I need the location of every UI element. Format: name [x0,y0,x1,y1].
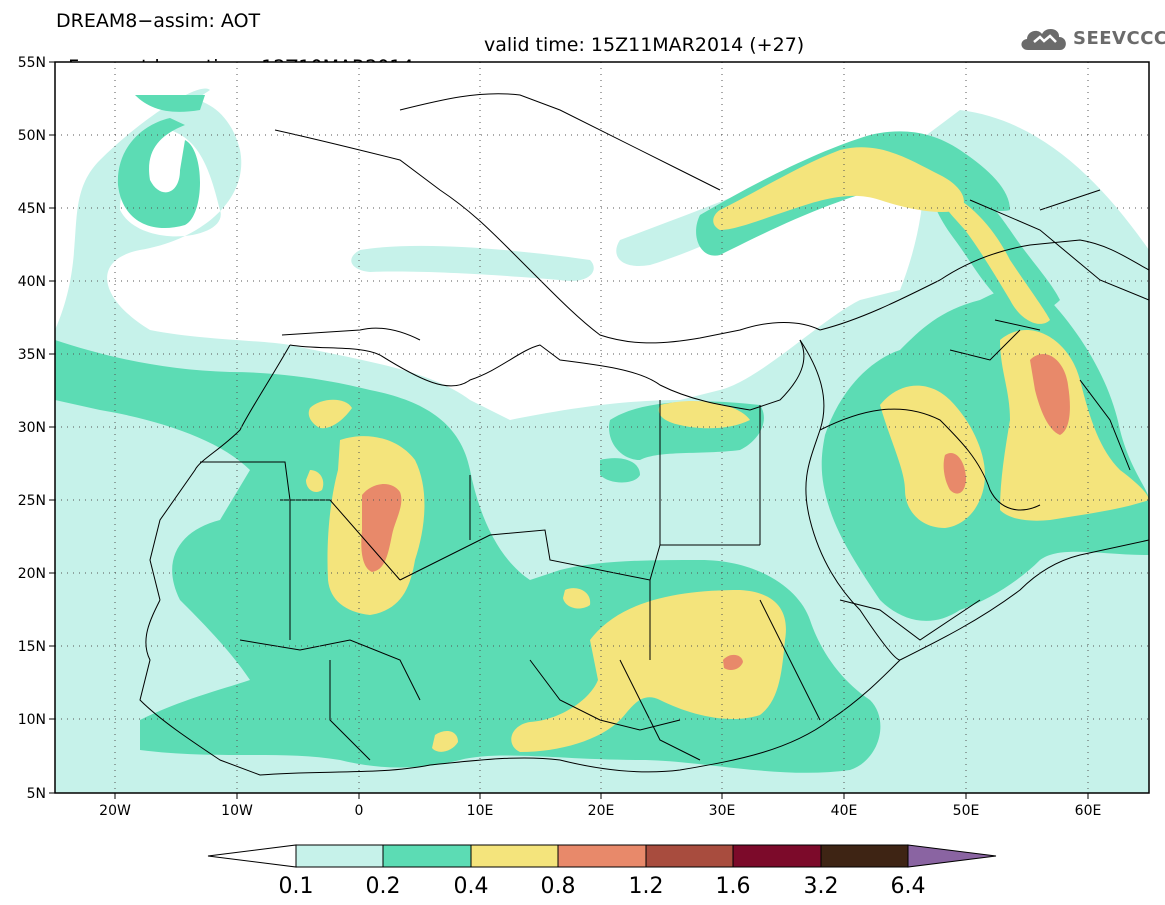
lat-label: 30N [18,420,46,436]
colorbar-label: 0.1 [279,874,314,899]
graticule [55,62,1149,793]
lon-label: 10E [467,803,494,819]
colorbar-label: 1.6 [716,874,751,899]
colorbar-label: 3.2 [804,874,839,899]
valid-time-label: valid time: 15Z11MAR2014 (+27) [484,34,805,56]
colorbar-over-arrow [907,844,997,868]
map-title: DREAM8−assim: AOT [56,10,261,32]
colorbar-labels: 0.1 0.2 0.4 0.8 1.2 1.6 3.2 6.4 [279,874,926,899]
colorbar-segment [557,844,647,868]
lon-label: 40E [831,803,858,819]
lat-label: 35N [18,347,46,363]
lat-label: 10N [18,712,46,728]
colorbar-label: 0.8 [541,874,576,899]
colorbar-label: 0.4 [454,874,489,899]
lon-label: 10W [221,803,253,819]
longitude-labels: 20W 10W 0 10E 20E 30E 40E 50E 60E [99,803,1101,819]
aot-field [55,62,1149,793]
lat-label: 25N [18,493,46,509]
colorbar-under-arrow [207,844,297,868]
colorbar-segment [645,844,734,868]
colorbar-label: 0.2 [366,874,401,899]
lon-label: 0 [355,803,364,819]
lon-label: 30E [709,803,736,819]
lon-label: 50E [953,803,980,819]
tick-marks [49,61,1089,799]
colorbar-segment [295,844,384,868]
lat-label: 45N [18,201,46,217]
colorbar [207,844,997,868]
latitude-labels: 55N 50N 45N 40N 35N 30N 25N 20N 15N 10N … [18,55,46,802]
colorbar-label: 6.4 [891,874,926,899]
cloud-icon [1021,28,1066,50]
colorbar-segment [382,844,472,868]
lon-label: 60E [1075,803,1102,819]
lon-label: 20W [99,803,131,819]
lat-label: 15N [18,639,46,655]
colorbar-segment [470,844,559,868]
aot-level-4 [361,354,1070,670]
colorbar-segment [732,844,822,868]
lat-label: 40N [18,274,46,290]
country-borders [139,93,1149,776]
lat-label: 5N [27,786,46,802]
lat-label: 55N [18,55,46,71]
colorbar-segment [820,844,909,868]
lon-label: 20E [588,803,615,819]
colorbar-label: 1.2 [629,874,664,899]
logo-text: SEEVCCC [1073,28,1165,49]
lat-label: 50N [18,128,46,144]
lat-label: 20N [18,566,46,582]
